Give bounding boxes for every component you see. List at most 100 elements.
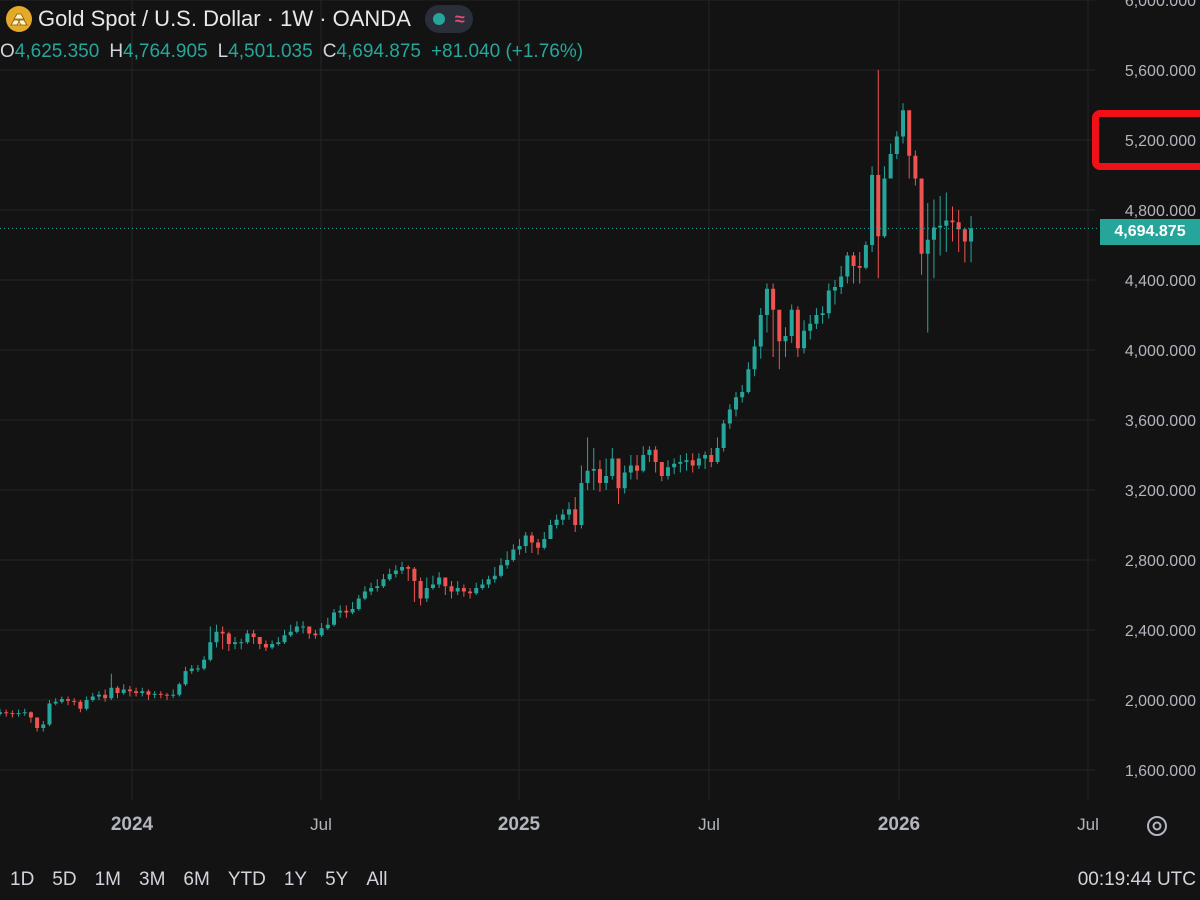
range-button-ytd[interactable]: YTD [227, 869, 266, 890]
candle-body [802, 330, 807, 349]
candle-body [635, 465, 640, 471]
y-tick-label: 5,600.000 [1125, 63, 1196, 80]
candle-body [505, 560, 510, 566]
candle-body [647, 449, 652, 455]
symbol-title[interactable]: Gold Spot / U.S. Dollar · 1W · OANDA [38, 6, 411, 31]
candle-body [752, 346, 757, 370]
x-axis[interactable]: 2024 Jul 2025 Jul 2026 Jul [111, 814, 1099, 835]
candle-body [177, 684, 182, 695]
candle-body [270, 644, 275, 648]
candle-body [616, 458, 621, 489]
candle-body [814, 315, 819, 324]
candle-body [455, 588, 460, 592]
candle-body [468, 591, 473, 594]
utc-clock[interactable]: 00:19:44 UTC [1077, 869, 1196, 890]
y-axis[interactable]: 1,600.000 2,000.000 2,400.000 2,800.000 3,20… [1125, 0, 1196, 780]
range-button-all[interactable]: All [366, 869, 388, 890]
candle-body [53, 701, 58, 704]
candle-body [288, 631, 293, 636]
candle-body [789, 309, 794, 336]
candle-body [430, 584, 435, 588]
candle-body [783, 336, 788, 342]
candle-body [47, 703, 52, 725]
candle-body [10, 713, 15, 715]
grid-lines [0, 0, 1095, 800]
market-open-dot-icon [432, 13, 445, 25]
y-tick-label: 2,400.000 [1125, 623, 1196, 640]
range-button-6m[interactable]: 6M [183, 869, 210, 890]
candle-body [171, 694, 176, 696]
candle-body [684, 460, 689, 462]
close-label: C [322, 41, 337, 62]
candle-body [164, 694, 169, 696]
settings-gear-icon[interactable] [1144, 813, 1170, 839]
candle-body [777, 309, 782, 342]
candle-body [424, 588, 429, 599]
candle-body [301, 626, 306, 628]
range-button-1m[interactable]: 1M [94, 869, 121, 890]
range-button-1d[interactable]: 1D [10, 869, 35, 890]
range-button-3m[interactable]: 3M [139, 869, 166, 890]
candle-body [325, 624, 330, 629]
candle-body [307, 626, 312, 634]
candle-body [443, 577, 448, 587]
candle-body [925, 239, 930, 254]
range-bar: 1D 5D 1M 3M 6M YTD 1Y 5Y All [0, 860, 1200, 900]
y-tick-label: 6,000.000 [1125, 0, 1196, 10]
candle-body [0, 712, 2, 714]
candle-body [523, 535, 528, 546]
candle-body [567, 509, 572, 515]
candle-body [115, 687, 120, 693]
range-button-5y[interactable]: 5Y [325, 869, 349, 890]
price-change: +81.040 (+1.76%) [430, 41, 584, 62]
candle-body [41, 724, 46, 728]
range-button-1y[interactable]: 1Y [283, 869, 308, 890]
candle-body [820, 313, 825, 315]
range-button-5d[interactable]: 5D [52, 869, 77, 890]
candle-body [387, 574, 392, 580]
candle-body [84, 700, 89, 709]
candle-body [59, 699, 64, 702]
candle-body [560, 514, 565, 520]
candle-body [622, 472, 627, 489]
candle-body [375, 586, 380, 588]
candle-body [214, 631, 219, 643]
candle-body [202, 659, 207, 669]
candle-body [795, 309, 800, 349]
candle-body [319, 628, 324, 636]
candle-body [876, 175, 881, 237]
candle-body [863, 245, 868, 268]
candle-body [548, 525, 553, 539]
candle-body [16, 713, 21, 715]
candle-body [313, 633, 318, 636]
open-value: 4,625.350 [14, 41, 100, 62]
candle-body [740, 392, 745, 398]
symbol-legend: Gold Spot / U.S. Dollar · 1W · OANDA ≈ [0, 4, 473, 34]
candle-body [22, 712, 27, 714]
candle-body [90, 696, 95, 700]
candle-body [715, 448, 720, 462]
y-tick-label: 2,000.000 [1125, 693, 1196, 710]
market-status-pill[interactable]: ≈ [424, 5, 473, 33]
candle-body [96, 694, 101, 697]
candle-body [808, 323, 813, 331]
candle-body [696, 458, 701, 466]
low-label: L [217, 41, 229, 62]
candle-body [437, 577, 442, 585]
candles [0, 70, 974, 732]
candle-body [66, 699, 71, 701]
candle-body [628, 465, 633, 473]
candle-body [857, 266, 862, 268]
x-tick-label: 2026 [878, 814, 920, 835]
candle-body [709, 455, 714, 462]
y-tick-label: 3,200.000 [1125, 483, 1196, 500]
gold-bars-icon [6, 6, 32, 32]
candle-body [826, 290, 831, 314]
candle-body [665, 467, 670, 476]
y-tick-label: 5,200.000 [1125, 133, 1196, 150]
y-tick-label: 3,600.000 [1125, 413, 1196, 430]
candle-body [369, 588, 374, 592]
delayed-data-icon: ≈ [454, 9, 465, 29]
candle-body [109, 687, 114, 699]
